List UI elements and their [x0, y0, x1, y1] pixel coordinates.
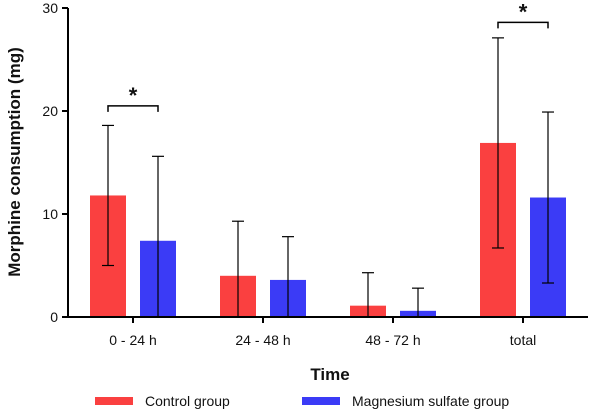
y-tick-label: 10 [42, 206, 58, 222]
legend-label-control: Control group [145, 393, 230, 409]
significance-asterisk: * [519, 0, 528, 24]
bars [90, 142, 566, 317]
x-tick-label: total [510, 332, 536, 348]
legend-swatch-magnesium [302, 397, 340, 405]
x-axis-ticks: 0 - 24 h 24 - 48 h 48 - 72 h total [109, 317, 536, 348]
legend-swatch-control [95, 397, 133, 405]
significance-markers: ** [107, 0, 549, 112]
significance-bracket [497, 21, 549, 29]
significance-asterisk: * [129, 83, 138, 108]
x-tick-label: 48 - 72 h [365, 332, 420, 348]
x-axis-title: Time [310, 365, 349, 384]
y-tick-label: 0 [50, 309, 58, 325]
y-axis-ticks: 0 10 20 30 [42, 0, 68, 325]
significance-bracket [107, 105, 159, 112]
x-tick-label: 0 - 24 h [109, 332, 156, 348]
x-tick-label: 24 - 48 h [235, 332, 290, 348]
y-axis-title: Morphine consumption (mg) [5, 47, 24, 276]
legend-label-magnesium: Magnesium sulfate group [352, 393, 509, 409]
error-bars [102, 37, 554, 317]
legend: Control group Magnesium sulfate group [95, 393, 509, 409]
y-tick-label: 20 [42, 103, 58, 119]
y-tick-label: 30 [42, 0, 58, 16]
